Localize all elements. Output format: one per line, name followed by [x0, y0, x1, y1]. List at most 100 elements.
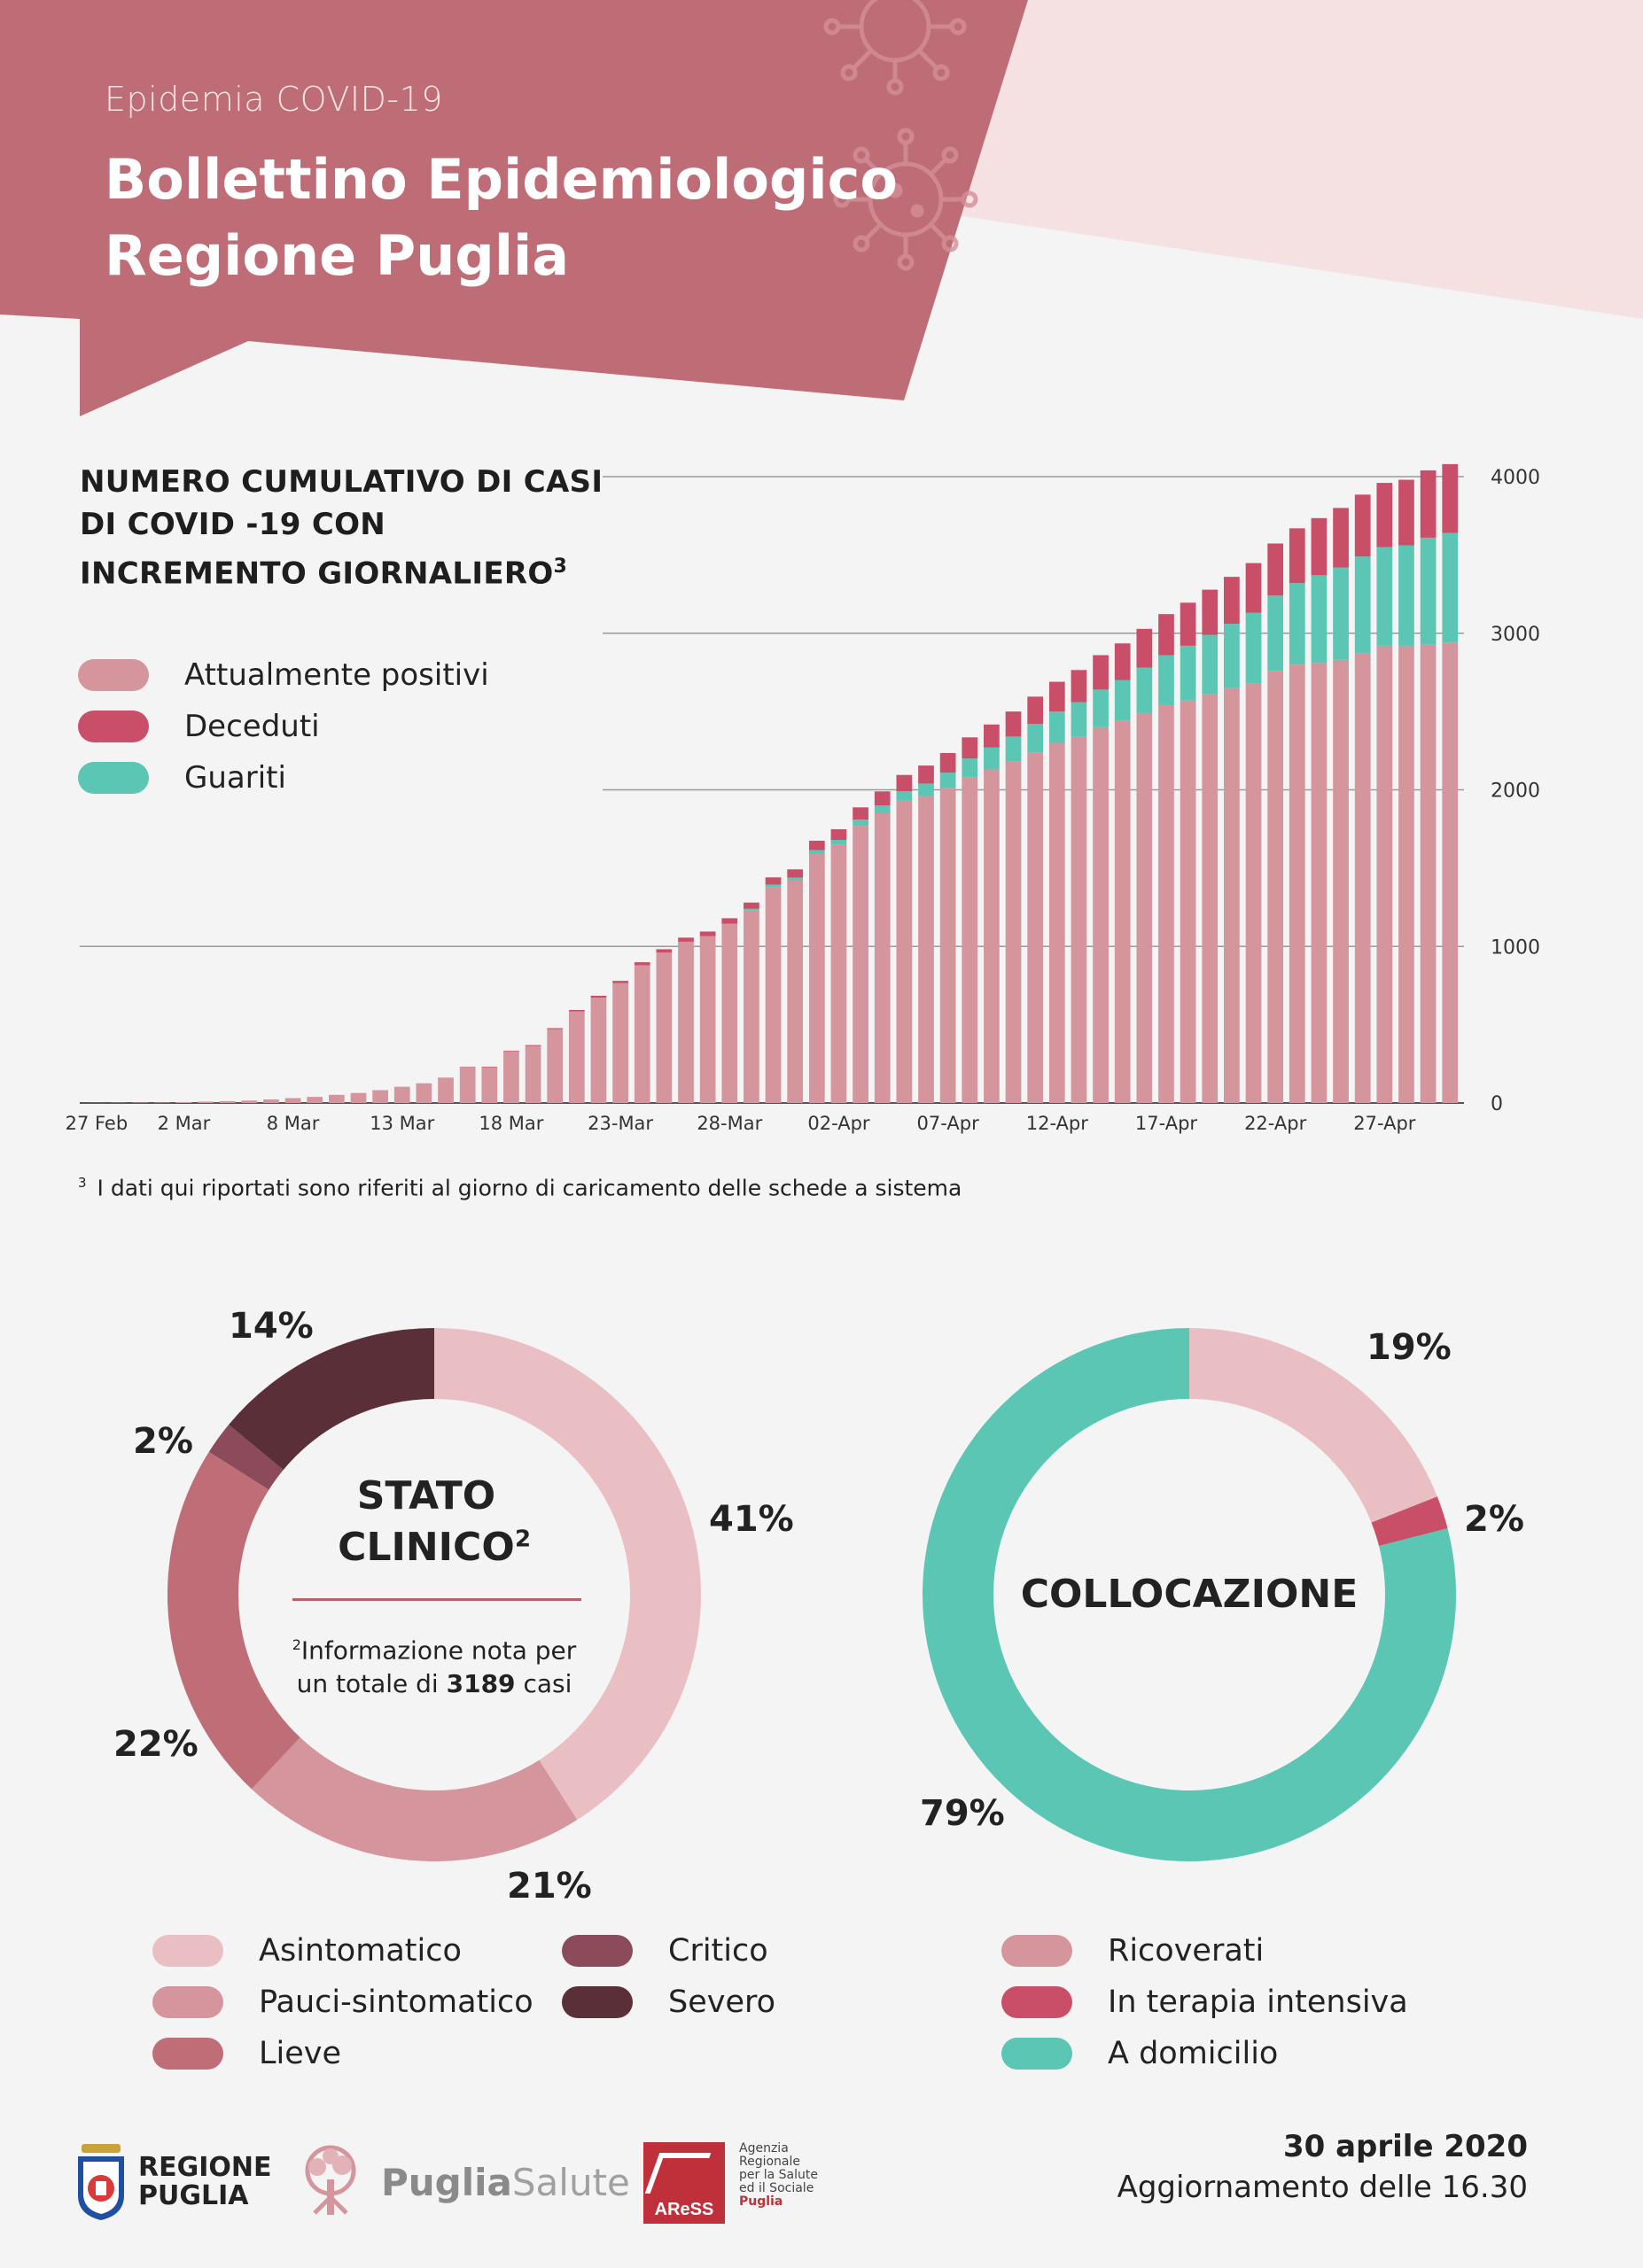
bar-attualmente-positivi [481, 1067, 498, 1103]
regione-puglia-logo: REGIONE PUGLIA [76, 2142, 271, 2222]
bar-attualmente-positivi [1398, 645, 1414, 1103]
bar-attualmente-positivi [525, 1045, 541, 1103]
bar-guariti [1245, 612, 1262, 684]
footnote-mark: 3 [78, 1175, 87, 1191]
y-tick-label: 1000 [1491, 936, 1540, 959]
bar-deceduti [656, 949, 673, 953]
virus-icon [823, 0, 967, 96]
bar-deceduti [1420, 470, 1437, 538]
bar-deceduti [721, 918, 738, 924]
aress-text: Agenzia Regionale per la Salute ed il So… [739, 2142, 818, 2209]
stato-clinico-title-sup: 2 [514, 1526, 532, 1553]
bar-guariti [1354, 556, 1371, 654]
bar-attualmente-positivi [787, 881, 804, 1103]
bar-deceduti [1442, 463, 1459, 533]
bar-deceduti [481, 1066, 498, 1068]
slice-asintomatico [434, 1328, 701, 1821]
legend-swatch-deceduti [78, 711, 149, 742]
bar-deceduti [1398, 479, 1414, 546]
bar-attualmente-positivi [874, 813, 891, 1103]
bar-attualmente-positivi [1202, 694, 1219, 1103]
header-title: Bollettino Epidemiologico Regione Puglia [105, 142, 898, 294]
stato-clinico-donut [167, 1328, 701, 1861]
bar-deceduti [1093, 655, 1109, 690]
legend-label-terapia: In terapia intensiva [1108, 1984, 1408, 2020]
swatch-pauci [152, 1986, 223, 2018]
bar-attualmente-positivi [1180, 700, 1196, 1103]
bar-deceduti [634, 962, 650, 966]
legend-pauci: Pauci-sintomatico [152, 1984, 533, 2020]
x-tick-label: 27 Feb [66, 1113, 128, 1134]
bar-attualmente-positivi [350, 1092, 367, 1103]
pct-terapia: 2% [1464, 1499, 1524, 1540]
legend-label-deceduti: Deceduti [184, 709, 320, 744]
bar-attualmente-positivi [678, 941, 694, 1103]
bar-deceduti [918, 765, 934, 784]
bar-deceduti [590, 995, 607, 998]
cumulative-cases-bar-chart: 0 1000 2000 3000 4000 27 Feb 2 Mar 8 Mar 13 Mar 1… [66, 463, 1540, 1134]
aress-shape [644, 2153, 712, 2194]
swatch-lieve [152, 2038, 223, 2070]
bar-guariti [787, 877, 804, 882]
bar-attualmente-positivi [328, 1094, 345, 1103]
bar-attualmente-positivi [438, 1077, 454, 1103]
bar-attualmente-positivi [219, 1100, 236, 1103]
x-tick-label: 22-Apr [1244, 1113, 1307, 1134]
bar-deceduti [1202, 589, 1219, 635]
note-post: casi [515, 1669, 572, 1699]
bar-attualmente-positivi [393, 1086, 410, 1103]
report-date: 30 aprile 2020 [1282, 2129, 1528, 2164]
bar-guariti [1005, 736, 1022, 762]
bar-deceduti [1005, 711, 1022, 737]
report-date-block: 30 aprile 2020 Aggiornamento delle 16.30 [1117, 2126, 1528, 2208]
x-tick-label: 17-Apr [1135, 1113, 1198, 1134]
bar-attualmente-positivi [568, 1011, 585, 1103]
bar-attualmente-positivi [503, 1051, 519, 1103]
bar-attualmente-positivi [744, 910, 759, 1103]
bar-deceduti [984, 724, 1000, 748]
swatch-domicilio [1001, 2038, 1072, 2070]
stato-clinico-title-text: STATO CLINICO [338, 1473, 515, 1570]
bar-guariti [1027, 724, 1044, 753]
bar-deceduti [765, 877, 782, 885]
bar-guariti [1311, 575, 1328, 664]
title-line-2: Regione Puglia [105, 223, 570, 288]
bar-guariti [1114, 680, 1131, 721]
note-pre: Informazione nota per [300, 1635, 577, 1666]
bar-deceduti [503, 1050, 519, 1052]
bar-guariti [1180, 645, 1196, 701]
bar-guariti [1224, 624, 1240, 688]
aress-logo: AReSS Agenzia Regionale per la Salute ed… [643, 2142, 818, 2224]
legend-label-pauci: Pauci-sintomatico [259, 1984, 533, 2020]
bar-deceduti [699, 931, 716, 936]
note-line2-pre: un totale di [296, 1669, 447, 1699]
aress-mark-text: AReSS [654, 2200, 714, 2219]
bar-attualmente-positivi [1420, 644, 1437, 1103]
bar-attualmente-positivi [590, 998, 607, 1103]
bar-attualmente-positivi [1311, 663, 1328, 1103]
header-background [0, 0, 1643, 416]
bar-attualmente-positivi [1289, 664, 1305, 1103]
bar-attualmente-positivi [612, 983, 628, 1103]
bar-deceduti [1289, 528, 1305, 584]
legend-label-positivi: Attualmente positivi [184, 657, 489, 693]
bar-attualmente-positivi [1158, 705, 1174, 1103]
slice-ricoverati [1189, 1328, 1437, 1523]
bar-attualmente-positivi [198, 1101, 214, 1103]
legend-item-deceduti: Deceduti [78, 709, 320, 744]
legend-label-lieve: Lieve [259, 2036, 342, 2071]
bar-attualmente-positivi [459, 1067, 476, 1103]
bar-attualmente-positivi [153, 1102, 170, 1103]
legend-label-guariti: Guariti [184, 760, 286, 796]
collocazione-title: COLLOCAZIONE [1020, 1572, 1359, 1617]
bar-guariti [896, 791, 913, 801]
legend-terapia: In terapia intensiva [1001, 1984, 1408, 2020]
aress-line-4: Puglia [739, 2194, 783, 2209]
slice-in-terapia-intensiva [1371, 1496, 1448, 1547]
slice-lieve [167, 1451, 300, 1790]
note-line-1: 2Informazione nota per [266, 1628, 603, 1667]
x-tick-label: 2 Mar [158, 1113, 211, 1134]
x-tick-label: 8 Mar [267, 1113, 320, 1134]
x-tick-label: 28-Mar [697, 1113, 762, 1134]
bar-deceduti [1114, 643, 1131, 680]
